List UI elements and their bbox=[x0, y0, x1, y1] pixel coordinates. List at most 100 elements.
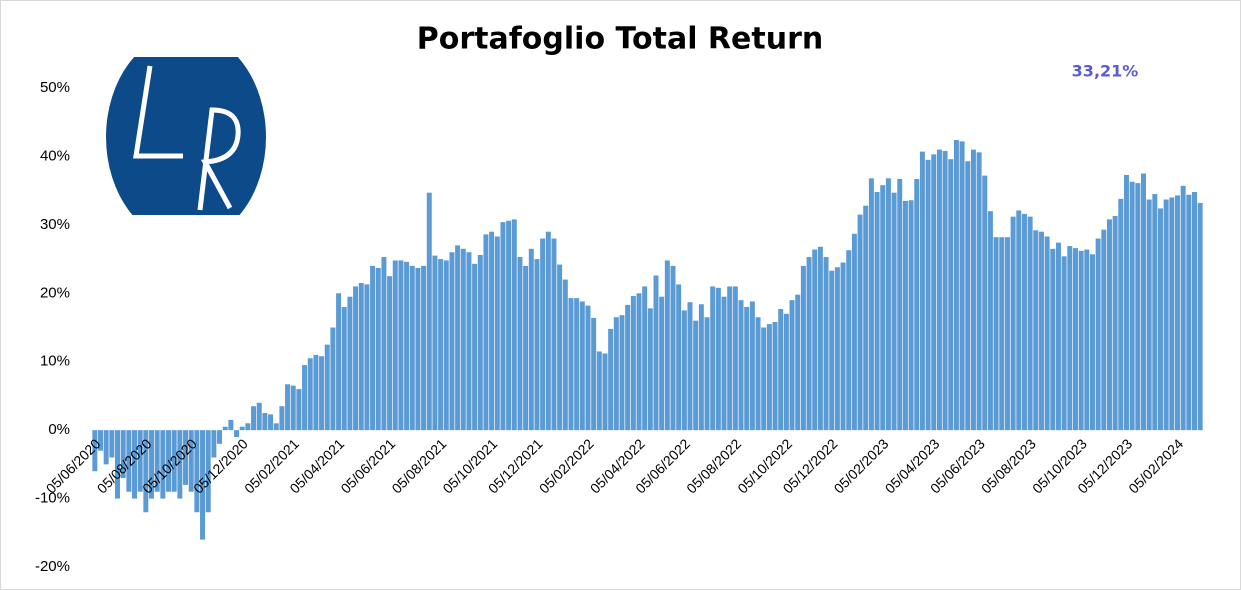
bar bbox=[256, 402, 262, 431]
bar bbox=[732, 286, 738, 431]
y-tick-label: 40% bbox=[40, 147, 70, 164]
bar bbox=[239, 426, 245, 431]
bar bbox=[171, 430, 177, 492]
bar bbox=[653, 275, 659, 431]
bar bbox=[687, 302, 693, 431]
bar bbox=[506, 220, 512, 431]
bar bbox=[710, 286, 716, 431]
bar bbox=[273, 423, 279, 431]
bar bbox=[545, 231, 551, 431]
bar bbox=[1118, 198, 1124, 431]
y-tick-label: -20% bbox=[35, 558, 70, 575]
bar bbox=[1044, 236, 1050, 431]
bar bbox=[562, 279, 568, 431]
bar bbox=[704, 317, 710, 431]
bar bbox=[268, 414, 274, 431]
bar bbox=[381, 257, 387, 431]
bar bbox=[415, 267, 421, 431]
bar bbox=[812, 249, 818, 431]
bar bbox=[670, 265, 676, 431]
bar bbox=[358, 283, 364, 431]
bar bbox=[432, 255, 438, 431]
bar bbox=[789, 300, 795, 431]
bar bbox=[568, 298, 574, 431]
bar bbox=[1101, 229, 1107, 431]
bar bbox=[863, 205, 869, 431]
bar bbox=[160, 430, 166, 499]
bar bbox=[851, 233, 857, 431]
bar bbox=[1157, 208, 1163, 431]
bar bbox=[1033, 230, 1039, 431]
bar bbox=[1016, 210, 1022, 431]
bar bbox=[438, 259, 444, 431]
bar bbox=[166, 430, 172, 492]
bar bbox=[109, 430, 115, 458]
bar bbox=[557, 264, 563, 431]
bar bbox=[443, 260, 449, 431]
bar bbox=[500, 222, 506, 431]
bar bbox=[1055, 242, 1061, 431]
bar bbox=[931, 154, 937, 431]
bar bbox=[511, 219, 517, 431]
bar bbox=[602, 353, 608, 431]
bar bbox=[540, 238, 546, 431]
bar bbox=[936, 149, 942, 431]
bar bbox=[868, 178, 874, 431]
bar bbox=[1174, 195, 1180, 431]
bar bbox=[965, 161, 971, 431]
bar bbox=[290, 385, 296, 431]
bar bbox=[715, 287, 721, 431]
bar bbox=[126, 430, 132, 492]
bar bbox=[460, 248, 466, 431]
bar bbox=[409, 265, 415, 431]
bar bbox=[205, 430, 211, 513]
bar bbox=[1084, 249, 1090, 431]
bar bbox=[217, 430, 223, 444]
bar bbox=[806, 257, 812, 431]
bar bbox=[727, 286, 733, 431]
bar bbox=[636, 293, 642, 431]
bar bbox=[347, 296, 353, 431]
y-tick-label: 20% bbox=[40, 284, 70, 301]
bar bbox=[857, 214, 863, 431]
bar bbox=[1027, 216, 1033, 431]
bar bbox=[528, 248, 534, 431]
bar bbox=[103, 430, 109, 465]
bar bbox=[698, 304, 704, 431]
bar bbox=[766, 324, 772, 431]
y-tick-label: -10% bbox=[35, 490, 70, 507]
y-tick-label: 50% bbox=[40, 79, 70, 96]
bar bbox=[959, 141, 965, 431]
bar bbox=[1152, 194, 1158, 431]
bar bbox=[426, 192, 432, 431]
bar bbox=[483, 234, 489, 431]
bar bbox=[387, 276, 393, 431]
bar bbox=[494, 236, 500, 431]
bar bbox=[183, 430, 189, 485]
bar bbox=[897, 179, 903, 431]
bar bbox=[341, 306, 347, 431]
bar bbox=[137, 430, 143, 492]
bar bbox=[795, 294, 801, 431]
bar bbox=[591, 317, 597, 431]
bar bbox=[551, 238, 557, 431]
bar bbox=[749, 301, 755, 431]
bar bbox=[472, 263, 478, 431]
bar bbox=[676, 284, 682, 431]
bar bbox=[738, 300, 744, 431]
bar bbox=[1135, 183, 1141, 431]
bar bbox=[245, 423, 251, 431]
bar bbox=[829, 270, 835, 431]
bar bbox=[251, 406, 257, 431]
bar bbox=[1146, 199, 1152, 431]
bar bbox=[1163, 199, 1169, 431]
bar bbox=[625, 304, 631, 431]
bar bbox=[1169, 197, 1175, 431]
bar bbox=[398, 260, 404, 431]
bar bbox=[1112, 215, 1118, 431]
bar bbox=[1180, 185, 1186, 431]
bar bbox=[982, 175, 988, 431]
bar bbox=[1038, 231, 1044, 431]
bar bbox=[891, 192, 897, 431]
chart-title: Portafoglio Total Return bbox=[417, 22, 823, 57]
